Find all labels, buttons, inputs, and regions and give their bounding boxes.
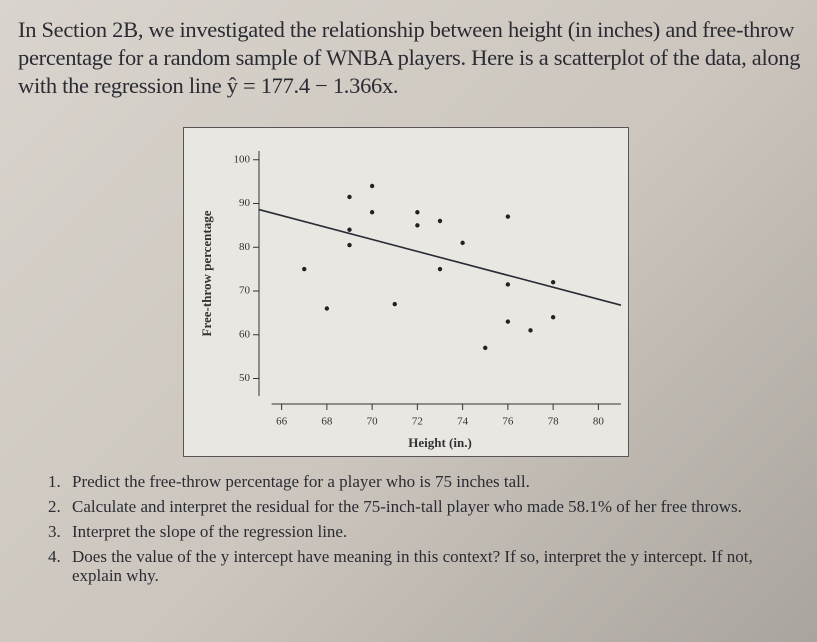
scatter-chart: 50 60 70 80 90 100 66 68 70 72 74 76 78 80 Height (in.…	[183, 127, 629, 457]
x-tick-label: 74	[457, 416, 469, 428]
data-point	[347, 194, 352, 200]
data-point	[415, 223, 420, 228]
question-text: Does the value of the y intercept have m…	[72, 547, 753, 585]
regression-line	[258, 208, 622, 306]
data-point	[392, 301, 397, 307]
question-text: Calculate and interpret the residual for…	[72, 497, 742, 516]
data-point	[302, 266, 307, 272]
x-tick-label: 66	[276, 416, 288, 428]
x-tick-label: 72	[412, 416, 423, 428]
data-point	[347, 242, 352, 248]
y-tick-label: 50	[239, 372, 251, 384]
question: 1. Predict the free-throw percentage for …	[48, 472, 778, 491]
question-number: 4.	[48, 547, 61, 566]
question-number: 1.	[48, 472, 61, 491]
y-tick-label: 90	[239, 197, 251, 209]
question-list: 1. Predict the free-throw percentage for …	[48, 472, 778, 591]
data-point	[460, 240, 465, 246]
data-point	[505, 282, 511, 287]
y-axis-label: Free-throw percentage	[199, 210, 214, 336]
data-point	[505, 319, 511, 324]
x-tick-label: 76	[502, 416, 514, 428]
x-tick-label: 70	[367, 416, 379, 428]
intro-text: In Section 2B, we investigated the relat…	[18, 17, 801, 98]
question-number: 2.	[48, 497, 61, 516]
y-tick-label: 70	[239, 285, 251, 297]
x-tick-label: 78	[548, 416, 560, 428]
question: 4. Does the value of the y intercept have…	[48, 547, 778, 585]
data-point	[505, 214, 511, 219]
question: 2. Calculate and interpret the residual f…	[48, 497, 778, 516]
data-point	[483, 345, 488, 351]
data-point	[528, 328, 533, 333]
y-tick-label: 80	[239, 241, 251, 253]
data-point	[347, 227, 352, 232]
question-number: 3.	[48, 522, 61, 541]
data-point	[369, 183, 375, 189]
data-point	[369, 210, 375, 215]
y-tick-label: 60	[239, 328, 251, 340]
y-tick-label: 100	[234, 153, 251, 165]
data-point	[437, 218, 443, 224]
data-point	[324, 306, 330, 311]
x-axis-label: Height (in.)	[408, 435, 472, 450]
x-tick-label: 80	[593, 416, 605, 428]
data-point	[550, 280, 556, 285]
question-text: Predict the free-throw percentage for a …	[72, 472, 530, 491]
data-point	[550, 315, 556, 320]
x-tick-label: 68	[321, 416, 333, 428]
data-point	[437, 266, 443, 272]
question-text: Interpret the slope of the regression li…	[72, 522, 348, 541]
question: 3. Interpret the slope of the regression …	[48, 522, 778, 541]
data-point	[415, 210, 420, 215]
